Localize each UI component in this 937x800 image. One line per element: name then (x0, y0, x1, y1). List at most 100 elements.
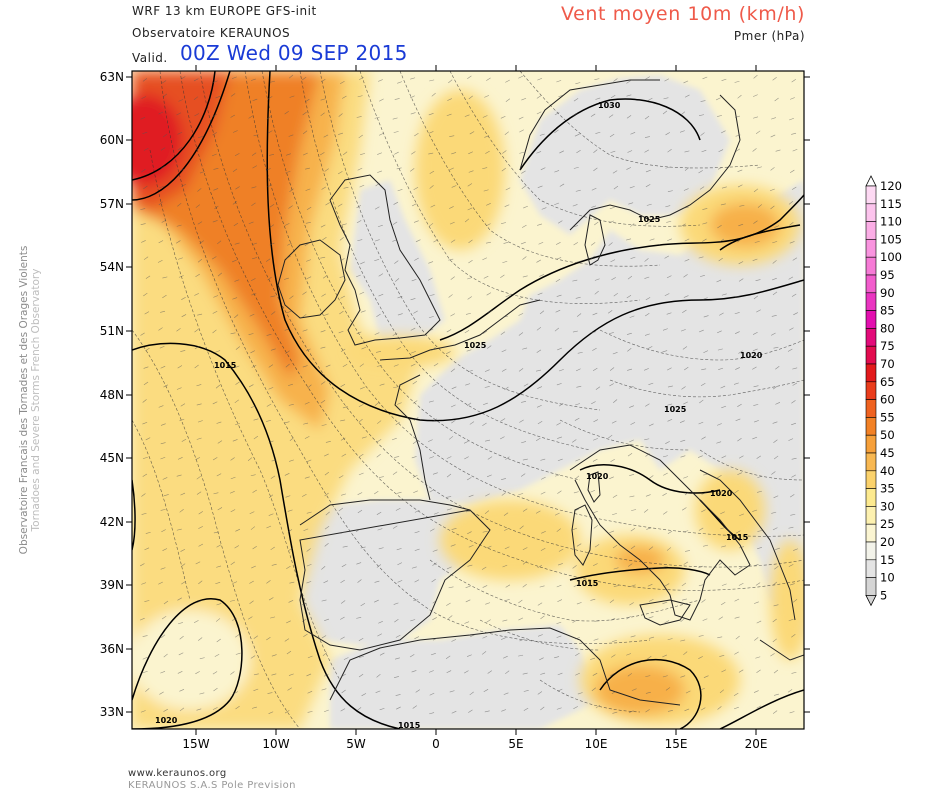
wind-arrow (703, 315, 709, 318)
wind-arrow (772, 527, 778, 531)
wind-arrow (177, 365, 183, 369)
wind-arrow (339, 310, 344, 315)
wind-arrow (377, 224, 383, 228)
wind-arrow (341, 564, 347, 568)
wind-arrow (521, 185, 526, 190)
wind-arrow (663, 511, 668, 515)
wind-arrow (791, 132, 797, 135)
wind-arrow (787, 348, 793, 352)
wind-arrow (305, 348, 311, 352)
wind-arrow (319, 152, 325, 156)
wind-arrow (356, 562, 362, 565)
wind-arrow (397, 189, 403, 192)
colorbar-swatch (865, 434, 877, 454)
wind-arrow (194, 364, 199, 369)
wind-arrow (627, 563, 633, 567)
wind-arrow (540, 706, 545, 711)
wind-arrow (428, 400, 434, 403)
wind-arrow (665, 441, 670, 444)
wind-arrow (306, 563, 312, 567)
wind-arrow (626, 115, 632, 119)
wind-arrow (160, 456, 166, 460)
wind-arrow (682, 309, 687, 313)
wind-arrow (377, 528, 383, 531)
wind-arrow (428, 328, 434, 332)
wind-arrow (645, 222, 650, 225)
wind-arrow (756, 309, 761, 313)
wind-arrow (324, 525, 330, 530)
wind-arrow (540, 458, 546, 461)
wind-arrow (235, 346, 241, 350)
wind-arrow (413, 490, 418, 494)
wind-arrow (374, 402, 380, 406)
wind-arrow (684, 94, 690, 98)
wind-arrow (162, 294, 167, 299)
wind-arrow (771, 277, 777, 281)
wind-arrow (698, 565, 704, 569)
wind-arrow (271, 311, 276, 315)
variable-title: Vent moyen 10m (km/h) (561, 3, 805, 25)
wind-arrow (235, 528, 241, 532)
lon-label: 10E (585, 737, 608, 751)
wind-arrow (320, 346, 326, 349)
wind-arrow (791, 671, 797, 674)
wind-arrow (391, 437, 397, 441)
wind-arrow (216, 544, 222, 548)
wind-arrow (163, 653, 168, 658)
wind-arrow (667, 403, 673, 406)
latitude-axis: 63N 60N 57N 54N 51N 48N 45N 42N 39N 36N 33N (100, 70, 810, 719)
wind-arrow (502, 564, 508, 568)
wind-arrow (556, 528, 561, 532)
wind-arrow (302, 111, 307, 116)
wind-arrow (664, 293, 670, 296)
coast-greece (759, 639, 804, 661)
wind-arrow (537, 292, 543, 296)
wind-arrow (410, 363, 416, 367)
wind-arrow (700, 132, 705, 136)
wind-arrow (341, 493, 347, 496)
wind-arrow (574, 417, 580, 421)
wind-arrow (465, 383, 471, 386)
wind-arrow (212, 329, 217, 334)
wind-arrow (680, 455, 686, 458)
coast-sicily (639, 599, 691, 626)
wind-arrow (410, 77, 416, 80)
wind-arrow (340, 531, 346, 534)
wind-arrow (483, 189, 489, 192)
wind-arrow (790, 97, 795, 100)
wind-arrow (428, 113, 434, 116)
wind-arrow (753, 188, 759, 193)
wind-arrow (662, 350, 668, 353)
wind-arrow (680, 111, 686, 116)
wind-arrow (141, 168, 146, 173)
wind-arrow (251, 565, 256, 569)
lat-label: 51N (100, 324, 124, 338)
wind-arrow (361, 693, 367, 697)
wind-arrow (250, 405, 256, 408)
wind-arrow (537, 564, 543, 568)
wind-arrow (306, 276, 312, 280)
wind-arrow (773, 495, 779, 499)
wind-arrow (341, 453, 347, 457)
wind-arrow (701, 368, 707, 371)
wind-arrow (306, 548, 311, 552)
wind-arrow (356, 331, 362, 335)
wind-arrow (773, 604, 779, 607)
wind-zone-adriatic (695, 470, 765, 550)
wind-arrow (537, 185, 543, 188)
wind-arrow (504, 131, 509, 135)
wind-arrow (161, 80, 167, 84)
wind-arrow (378, 620, 383, 624)
wind-arrow (735, 115, 741, 118)
wind-arrow (698, 256, 704, 259)
wind-arrow (665, 166, 671, 169)
wind-arrow (411, 203, 417, 207)
wind-arrow (253, 435, 259, 440)
wind-arrow (716, 423, 722, 426)
wind-arrow (482, 635, 488, 639)
wind-arrow (500, 331, 506, 335)
wind-arrow (574, 475, 580, 480)
wind-arrow (611, 690, 617, 695)
wind-arrow (199, 692, 205, 695)
wind-arrow (160, 567, 166, 570)
